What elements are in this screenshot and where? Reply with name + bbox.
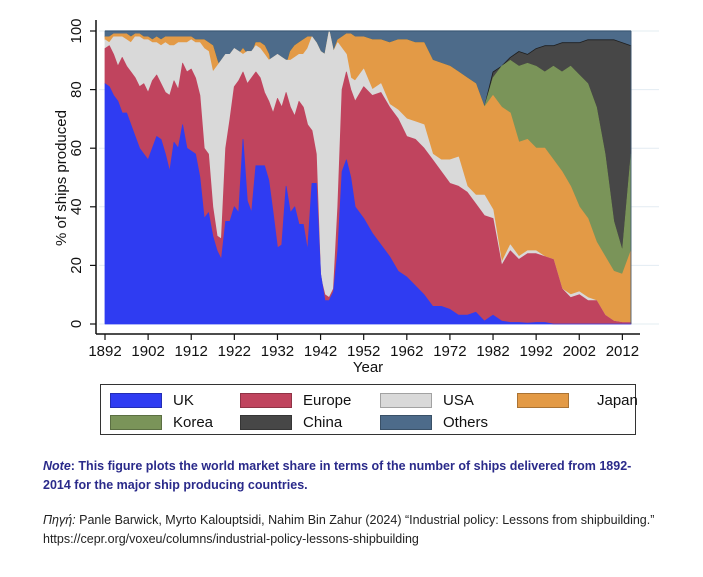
legend-label: Others xyxy=(443,413,489,431)
legend-label: China xyxy=(303,413,343,431)
x-tick-label: 2002 xyxy=(563,343,596,360)
legend-label: Japan xyxy=(597,391,638,409)
x-axis-title: Year xyxy=(353,359,383,376)
stacked-area-chart: 0 20 40 60 80 100 1892 1902 1912 1922 1932 1942 195… xyxy=(53,18,659,376)
y-tick-label: 0 xyxy=(68,320,85,328)
x-tick-label: 1942 xyxy=(304,343,337,360)
area-uk xyxy=(104,83,632,325)
source-label: Πηγή: xyxy=(43,513,76,527)
x-tick-label: 1972 xyxy=(433,343,466,360)
legend-label: UK xyxy=(173,391,194,409)
figure-note: Note: This figure plots the world market… xyxy=(43,457,643,495)
y-tick-label: 80 xyxy=(68,81,85,98)
y-axis-ticks: 0 20 40 60 80 100 xyxy=(68,18,96,328)
legend-swatch-europe xyxy=(240,392,292,408)
x-tick-label: 1912 xyxy=(175,343,208,360)
x-tick-label: 1992 xyxy=(519,343,552,360)
axes xyxy=(95,20,640,335)
x-tick-label: 2012 xyxy=(606,343,639,360)
legend-swatch-china xyxy=(240,414,292,430)
legend-swatch-uk xyxy=(110,392,162,408)
legend-item-others: Others xyxy=(380,413,488,431)
legend-item-europe: Europe xyxy=(240,391,351,409)
legend: UK Europe USA Japan Korea China Others xyxy=(100,384,638,435)
legend-item-uk: UK xyxy=(110,391,194,409)
figure-source: Πηγή: Panle Barwick, Myrto Kalouptsidi, … xyxy=(43,511,663,549)
legend-label: Europe xyxy=(303,391,352,409)
y-tick-label: 20 xyxy=(68,257,85,274)
y-tick-label: 60 xyxy=(68,140,85,157)
note-label: Note xyxy=(43,459,71,473)
legend-swatch-japan xyxy=(517,392,569,408)
x-tick-label: 1952 xyxy=(347,343,380,360)
x-tick-label: 1962 xyxy=(390,343,423,360)
area-series xyxy=(104,30,632,325)
x-tick-label: 1902 xyxy=(131,343,164,360)
legend-swatch-others xyxy=(380,414,432,430)
x-tick-label: 1922 xyxy=(218,343,251,360)
y-tick-label: 100 xyxy=(68,18,85,43)
legend-label: USA xyxy=(443,391,474,409)
legend-swatch-usa xyxy=(380,392,432,408)
legend-item-usa: USA xyxy=(380,391,474,409)
x-axis-ticks: 1892 1902 1912 1922 1932 1942 1952 1962 1972 1982… xyxy=(88,334,639,360)
legend-label: Korea xyxy=(173,413,214,431)
y-tick-label: 40 xyxy=(68,198,85,215)
note-text: : This figure plots the world market sha… xyxy=(43,459,632,492)
x-tick-label: 1892 xyxy=(88,343,121,360)
y-axis-title: % of ships produced xyxy=(53,110,70,246)
x-tick-label: 1982 xyxy=(476,343,509,360)
source-text: Panle Barwick, Myrto Kalouptsidi, Nahim … xyxy=(43,513,655,546)
x-tick-label: 1932 xyxy=(261,343,294,360)
legend-swatch-korea xyxy=(110,414,162,430)
legend-item-korea: Korea xyxy=(110,413,213,431)
legend-item-japan: Japan xyxy=(517,391,638,409)
legend-item-china: China xyxy=(240,413,342,431)
